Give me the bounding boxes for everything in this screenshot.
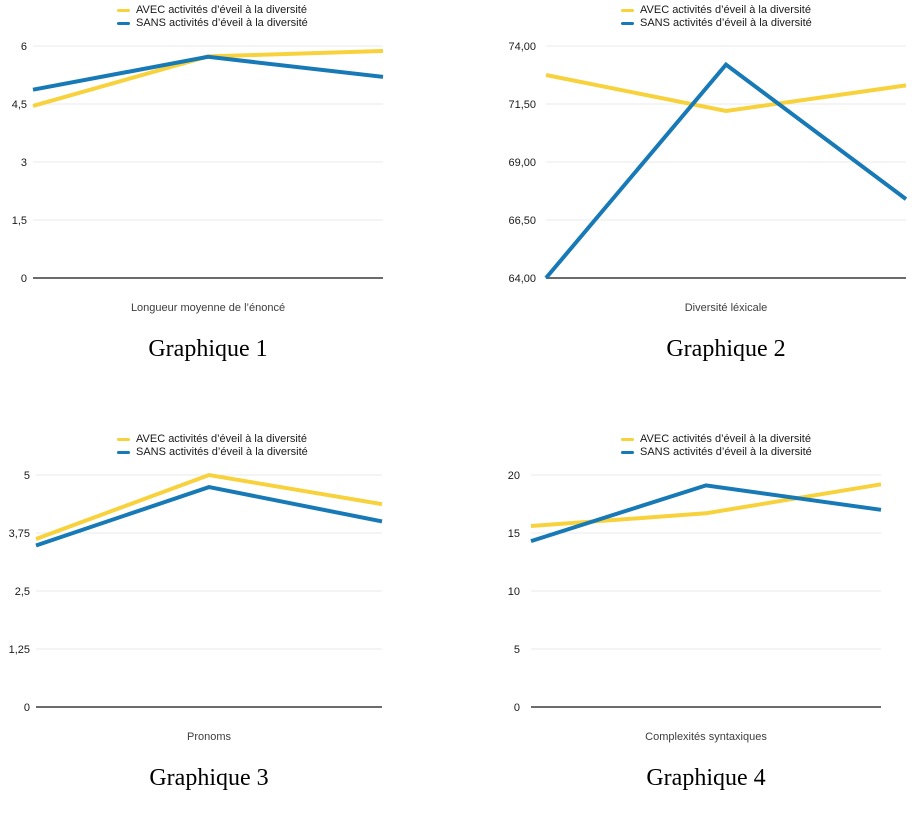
y-tick-label: 71,50: [508, 99, 536, 111]
legend: AVEC activités d’éveil à la diversité SA…: [621, 433, 912, 459]
legend-swatch-avec: [621, 438, 634, 441]
legend-label-avec: AVEC activités d’éveil à la diversité: [136, 433, 307, 445]
y-tick-label: 5: [514, 644, 520, 656]
y-tick-label: 5: [24, 470, 30, 482]
legend-label-sans: SANS activités d’éveil à la diversité: [640, 17, 812, 29]
y-tick-label: 0: [24, 702, 30, 714]
legend-item-sans: SANS activités d’éveil à la diversité: [621, 17, 912, 30]
line-chart-3: 5 3,75 2,5 1,25 0: [9, 470, 383, 714]
y-tick-label: 0: [21, 273, 27, 285]
legend-item-avec: AVEC activités d’éveil à la diversité: [117, 433, 456, 446]
legend-item-avec: AVEC activités d’éveil à la diversité: [621, 433, 912, 446]
x-axis-label-3: Pronoms: [186, 731, 232, 743]
series-line-avec: [35, 472, 383, 541]
y-tick-label: 4,5: [12, 99, 27, 111]
series-line-sans: [32, 54, 384, 92]
legend-swatch-avec: [117, 438, 130, 441]
legend-swatch-sans: [621, 451, 634, 454]
legend: AVEC activités d’éveil à la diversité SA…: [621, 4, 912, 30]
legend-label-avec: AVEC activités d’éveil à la diversité: [640, 4, 811, 16]
y-tick-label: 15: [508, 528, 520, 540]
legend-item-sans: SANS activités d’éveil à la diversité: [117, 446, 456, 459]
chart-caption-1: Graphique 1: [148, 336, 268, 362]
legend-swatch-avec: [621, 9, 634, 12]
legend-item-sans: SANS activités d’éveil à la diversité: [117, 17, 456, 30]
y-tick-label: 3,75: [9, 528, 30, 540]
x-axis-label-1: Longueur moyenne de l’énoncé: [130, 302, 286, 314]
y-tick-label: 6: [21, 41, 27, 53]
series-line-sans: [544, 61, 908, 280]
chart-cell-4: AVEC activités d’éveil à la diversité SA…: [456, 409, 912, 817]
y-tick-label: 1,25: [9, 644, 30, 656]
y-tick-label: 69,00: [508, 157, 536, 169]
legend-swatch-sans: [621, 22, 634, 25]
legend-label-sans: SANS activités d’éveil à la diversité: [640, 446, 812, 458]
chart-cell-3: AVEC activités d’éveil à la diversité SA…: [0, 409, 456, 817]
x-axis-label-2: Diversité léxicale: [684, 302, 768, 314]
chart-caption-3: Graphique 3: [149, 765, 269, 791]
y-tick-label: 2,5: [15, 586, 30, 598]
line-chart-2: 74,00 71,50 69,00 66,50 64,00: [508, 41, 908, 285]
legend-item-avec: AVEC activités d’éveil à la diversité: [621, 4, 912, 17]
y-tick-label: 20: [508, 470, 520, 482]
series-line-avec: [530, 482, 882, 528]
legend: AVEC activités d’éveil à la diversité SA…: [117, 4, 456, 30]
chart-cell-1: AVEC activités d’éveil à la diversité SA…: [0, 0, 456, 409]
legend-item-sans: SANS activités d’éveil à la diversité: [621, 446, 912, 459]
chart-caption-4: Graphique 4: [646, 765, 766, 791]
x-axis-label-4: Complexités syntaxiques: [645, 731, 767, 743]
y-tick-label: 64,00: [508, 273, 536, 285]
series-line-avec: [545, 73, 907, 114]
legend: AVEC activités d’éveil à la diversité SA…: [117, 433, 456, 459]
chart-caption-2: Graphique 2: [666, 336, 786, 362]
legend-swatch-avec: [117, 9, 130, 12]
line-chart-4: 20 15 10 5 0: [508, 470, 882, 714]
y-tick-label: 66,50: [508, 215, 536, 227]
legend-label-sans: SANS activités d’éveil à la diversité: [136, 446, 308, 458]
y-tick-label: 10: [508, 586, 520, 598]
chart-cell-2: AVEC activités d’éveil à la diversité SA…: [456, 0, 912, 409]
legend-label-sans: SANS activités d’éveil à la diversité: [136, 17, 308, 29]
series-line-sans: [530, 483, 882, 544]
legend-swatch-sans: [117, 22, 130, 25]
y-tick-label: 0: [514, 702, 520, 714]
y-tick-label: 3: [21, 157, 27, 169]
y-tick-label: 1,5: [12, 215, 27, 227]
legend-swatch-sans: [117, 451, 130, 454]
line-chart-1: 6 4,5 3 1,5 0: [12, 41, 384, 285]
series-line-sans: [35, 485, 383, 548]
y-tick-label: 74,00: [508, 41, 536, 53]
legend-label-avec: AVEC activités d’éveil à la diversité: [136, 4, 307, 16]
legend-item-avec: AVEC activités d’éveil à la diversité: [117, 4, 456, 17]
legend-label-avec: AVEC activités d’éveil à la diversité: [640, 433, 811, 445]
